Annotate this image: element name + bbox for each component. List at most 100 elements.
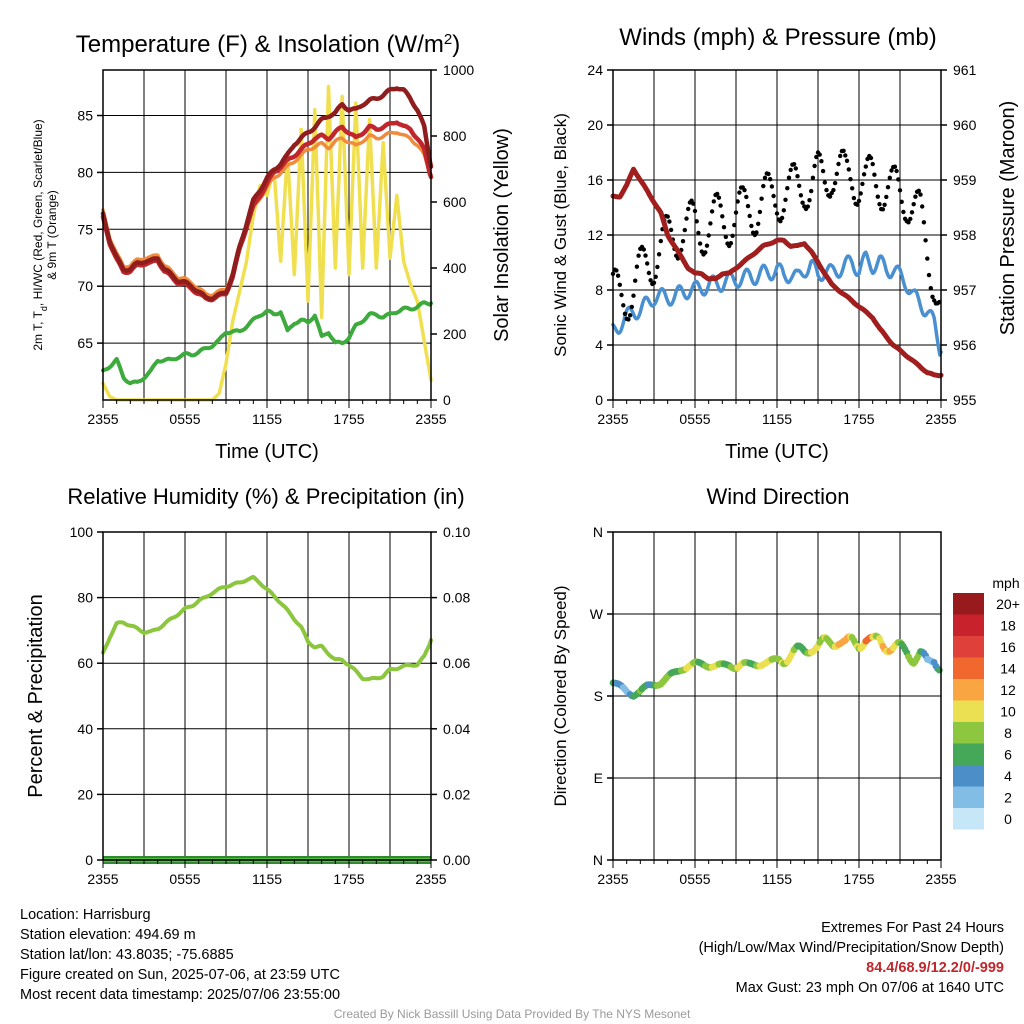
direction-grid [613, 532, 941, 860]
x-tick-label: 2355 [415, 411, 446, 427]
winds-ylabel-left: Sonic Wind & Gust (Blue, Black) [551, 113, 570, 357]
y2-tick-label: 957 [953, 282, 977, 298]
y-tick-label: E [594, 770, 603, 786]
insolation-ylabel-right: Solar Insolation (Yellow) [491, 128, 513, 342]
wind-gust-point [730, 233, 735, 238]
wind-gust-point [921, 220, 927, 225]
wind-gust-point [703, 250, 708, 255]
x-tick-label: 0555 [679, 411, 710, 427]
wind-gust-point [728, 241, 734, 246]
y2-tick-label: 1000 [443, 62, 474, 78]
wind-gust-point [834, 171, 839, 176]
speed-legend-swatch [953, 614, 984, 636]
y-tick-label: N [593, 852, 603, 868]
station-info: Location: Harrisburg Station elevation: … [20, 905, 340, 1005]
wind-gust-point [754, 230, 759, 235]
y-tick-label: W [590, 606, 604, 622]
wind-gust-point [923, 238, 928, 243]
x-tick-label: 0555 [169, 871, 200, 887]
wind-gust-point [926, 272, 932, 278]
wind-gust-point [820, 168, 826, 174]
wind-gust-point [843, 153, 848, 158]
direction-series [609, 632, 943, 700]
x-tick-label: 1155 [252, 871, 282, 887]
wind-gust-point [696, 230, 701, 236]
y-tick-label: 80 [77, 590, 93, 606]
y-tick-label: N [593, 524, 603, 540]
wind-gust-point [636, 253, 641, 258]
figure-created: Figure created on Sun, 2025-07-06, at 23… [20, 967, 340, 983]
wind-gust-point [694, 219, 699, 224]
wind-gust-point [692, 208, 698, 214]
winds-xlabel: Time (UTC) [725, 441, 829, 463]
x-tick-label: 1755 [843, 871, 874, 887]
x-tick-label: 2355 [87, 411, 118, 427]
wind-gust-point [880, 207, 886, 212]
y-tick-label: 8 [595, 282, 603, 298]
speed-legend-label: 14 [1000, 661, 1016, 677]
winds-series [610, 148, 944, 379]
y-tick-label: 0 [85, 852, 93, 868]
wind-gust-point [627, 313, 633, 318]
wind-gust-point [629, 304, 634, 310]
direction-ticks: N E S W N 2355 0555 1155 1755 2355 [590, 524, 957, 887]
wind-gust-point [785, 186, 790, 191]
wind-gust-point [873, 184, 879, 189]
wind-gust-point [744, 194, 749, 200]
wind-gust-point [783, 197, 788, 202]
speed-legend-swatch [953, 743, 984, 765]
wind-gust-point [721, 225, 727, 230]
max-gust: Max Gust: 23 mph On 07/06 at 1640 UTC [735, 980, 1004, 996]
x-tick-label: 2355 [925, 411, 956, 427]
speed-legend: mph 20+ 18 16 14 12 10 8 6 4 2 0 [953, 575, 1020, 830]
y2-tick-label: 200 [443, 326, 467, 342]
wind-gust-point [774, 211, 780, 216]
y-tick-label: 80 [77, 164, 93, 180]
wind-gust-point [863, 164, 868, 169]
winds-title: Winds (mph) & Pressure (mb) [619, 24, 936, 51]
y2-tick-label: 600 [443, 194, 467, 210]
x-tick-label: 0555 [169, 411, 200, 427]
wind-gust-point [766, 171, 771, 177]
wind-gust-point [747, 213, 752, 219]
y2-tick-label: 0.00 [443, 852, 470, 868]
x-tick-label: 2355 [925, 871, 956, 887]
wind-gust-point [836, 161, 841, 167]
wind-gust-point [810, 175, 816, 180]
wind-gust-point [870, 161, 875, 167]
wind-gust-point [745, 203, 751, 209]
wind-gust-point [645, 261, 650, 266]
wind-gust-point [887, 175, 892, 180]
credit-line: Created By Nick Bassill Using Data Provi… [333, 1007, 691, 1021]
speed-legend-swatch [953, 722, 984, 744]
x-tick-label: 1155 [762, 411, 792, 427]
temperature-ticks: 65 70 75 80 85 0 200 400 600 800 1000 2355 0555 1155 1… [77, 62, 474, 427]
y-tick-label: 70 [77, 278, 93, 294]
wind-gust-point [653, 274, 658, 279]
station-latlon: Station lat/lon: 43.8035; -75.6885 [20, 947, 234, 963]
wind-gust-point [897, 188, 903, 193]
station-location: Location: Harrisburg [20, 907, 151, 923]
speed-legend-swatch [953, 679, 984, 701]
y-tick-label: 100 [70, 524, 94, 540]
wind-gust-point [861, 172, 867, 177]
wind-gust-point [621, 303, 626, 308]
wind-gust-point [708, 221, 713, 226]
wind-gust-point [850, 186, 855, 191]
wind-gust-point [762, 175, 768, 180]
wind-gust-point [771, 193, 776, 199]
wind-gust-point [911, 202, 916, 207]
wind-gust-point [920, 204, 925, 209]
temperature-grid [103, 70, 431, 400]
y2-tick-label: 0.06 [443, 655, 470, 671]
humidity-title: Relative Humidity (%) & Precipitation (i… [67, 484, 464, 509]
wind-gust-point [827, 194, 833, 199]
x-tick-label: 2355 [415, 871, 446, 887]
humidity-series [101, 574, 433, 682]
speed-legend-swatch [953, 593, 984, 615]
wind-gust-point [812, 163, 817, 169]
x-tick-label: 1755 [843, 411, 874, 427]
wind-gust-point [896, 177, 901, 182]
winds-ticks: 0 4 8 12 16 20 24 955 956 957 958 959 960 961 2355 0555… [587, 62, 976, 427]
wind-gust-point [875, 194, 880, 199]
